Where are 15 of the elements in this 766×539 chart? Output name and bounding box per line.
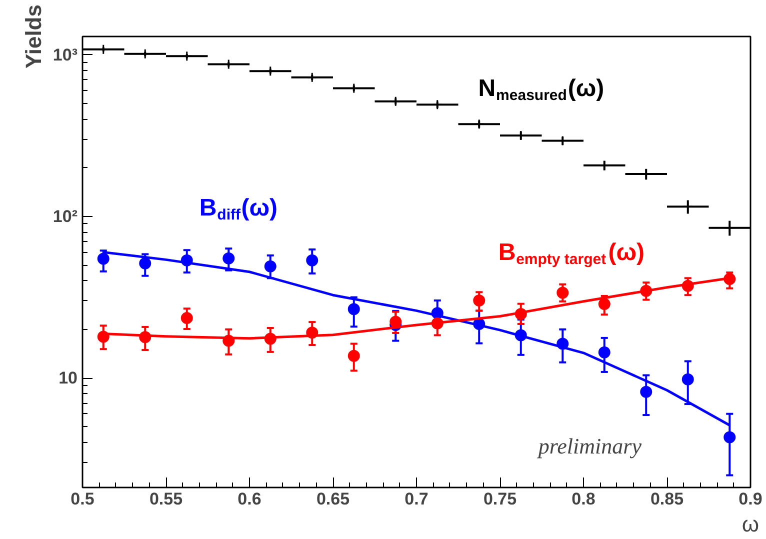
x-tick-label: 0.8	[572, 490, 596, 508]
y-tick-label: 10³	[52, 45, 78, 64]
y-tick-label: 10	[58, 368, 78, 388]
x-tick-label: 0.5	[70, 490, 94, 508]
x-tick-label: 0.6	[238, 490, 262, 508]
x-tick-label: 0.85	[650, 490, 684, 508]
y-tick-label: 10²	[52, 206, 78, 226]
annotation: preliminary	[536, 433, 642, 458]
x-tick-label: 0.7	[404, 490, 428, 508]
x-tick-label: 0.55	[149, 490, 183, 508]
y-axis-title: Yields	[20, 4, 46, 68]
x-tick-label: 0.65	[316, 490, 350, 508]
x-axis-title: ω	[742, 512, 760, 536]
x-tick-label: 0.75	[483, 490, 517, 508]
x-tick-label: 0.9	[738, 490, 762, 508]
